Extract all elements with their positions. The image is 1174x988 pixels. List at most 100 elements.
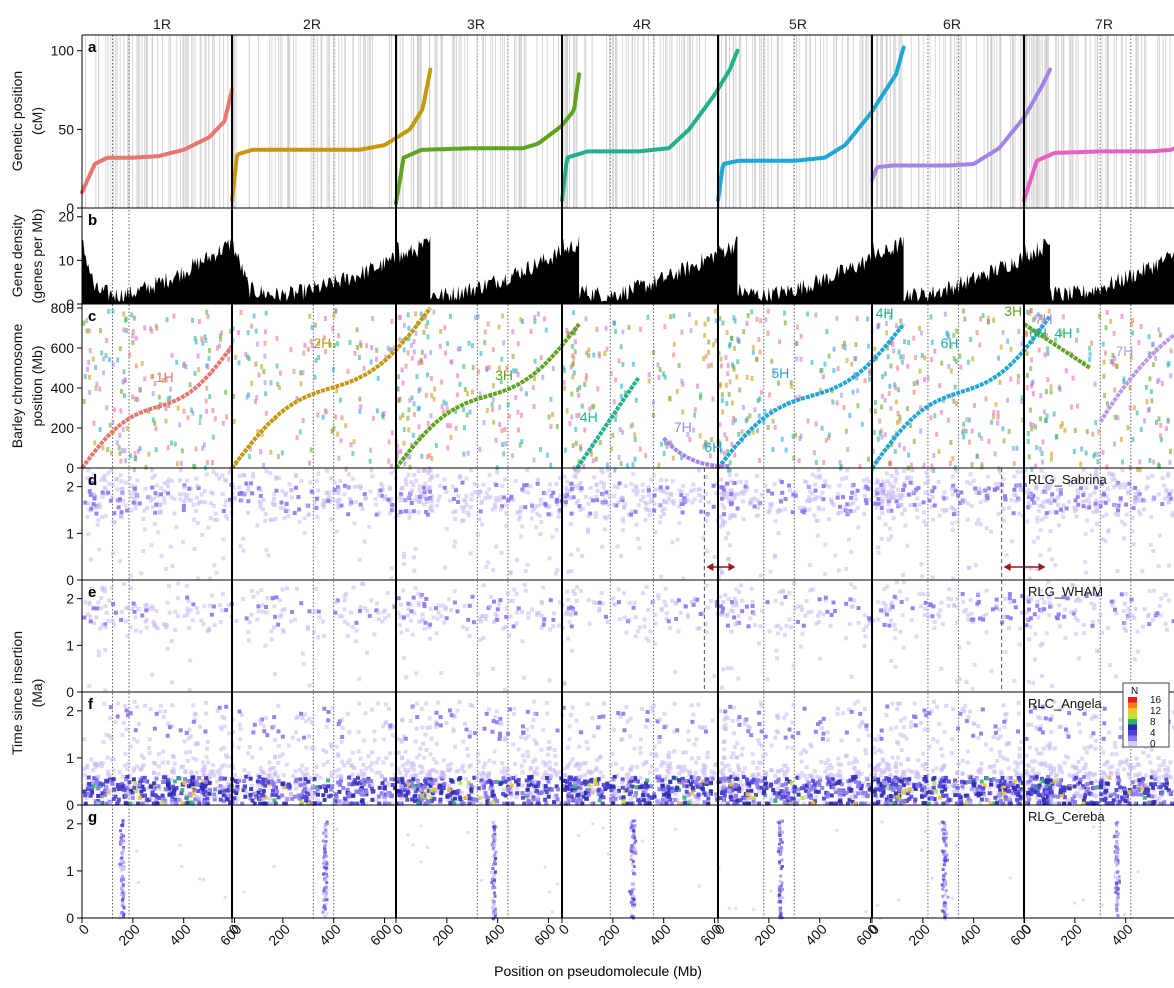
te-cell [1026,599,1031,604]
te-cell [931,604,936,609]
te-cell [435,473,440,478]
te-cell [966,565,971,570]
te-cell [183,769,188,774]
te-cell [893,664,898,669]
te-cell [684,492,689,497]
te-cell [1149,514,1154,519]
synteny-dot [365,343,369,349]
te-cell [576,486,581,491]
te-cell [411,509,416,514]
te-cell [147,746,152,751]
te-cell [105,755,110,760]
te-cell [489,594,494,599]
te-cell [300,715,305,720]
te-cell [1114,505,1119,510]
te-cell [624,630,629,635]
te-cell [258,766,263,771]
synteny-dot [478,391,482,397]
te-cell [333,610,338,615]
te-cell [554,482,559,487]
synteny-dot [1114,363,1118,369]
synteny-dot [479,351,483,357]
synteny-dot [832,367,836,373]
synteny-dot [570,414,574,420]
synteny-dot [358,396,362,402]
synteny-dot [116,357,120,363]
te-cell [469,492,474,497]
te-cell [910,468,915,473]
te-cell [156,784,161,789]
synteny-dot [713,308,717,314]
synteny-dot [1034,463,1038,469]
te-cell [727,516,732,521]
synteny-dot [605,462,609,468]
te-cell [732,480,737,485]
te-cell [1144,486,1149,491]
te-cell [995,486,1000,491]
te-cell [403,509,408,514]
te-cell [312,794,317,799]
te-cell [558,493,563,498]
te-cell [188,749,193,754]
te-cell [629,509,634,514]
te-cell [538,497,543,502]
synteny-dot [719,382,723,388]
te-cell [539,613,544,618]
synteny-dot [232,419,236,425]
synteny-dot [1143,418,1147,424]
te-cell [1007,592,1012,597]
te-cell [937,614,942,619]
synteny-dot [207,355,211,361]
te-cell [110,757,115,762]
te-cell [881,479,886,484]
te-cell [202,797,207,802]
te-cell [600,470,605,475]
te-cell [102,701,107,706]
te-cell [1171,619,1174,624]
te-cell [889,534,894,539]
synteny-dot [1149,389,1153,395]
te-cell [163,623,168,628]
te-cell [566,636,571,641]
te-cell [346,801,351,806]
te-cell [405,628,410,633]
te-cell [641,591,646,596]
te-cell [106,471,111,476]
synteny-dot [639,326,643,332]
te-cell [99,595,104,600]
te-cell [629,512,634,517]
te-cell [632,600,637,605]
synteny-dot [102,370,106,376]
te-cell [517,517,522,522]
synteny-dot [996,414,1000,420]
te-cell [215,708,220,713]
te-cell [820,490,825,495]
te-cell [226,780,231,785]
te-cell [538,502,543,507]
synteny-dot [204,398,208,404]
te-cell [721,521,726,526]
synteny-dot [518,442,522,448]
te-cell [641,495,646,500]
te-cell [1084,570,1089,575]
te-cell [158,510,163,515]
te-cell [291,773,296,778]
te-cell [736,613,741,618]
synteny-dot [1029,421,1033,427]
te-cell [765,600,770,605]
synteny-dot [850,361,854,367]
te-cell [293,769,298,774]
te-cell [757,502,762,507]
te-cell [899,503,904,508]
synteny-dot [330,428,334,434]
te-cell [524,483,529,488]
te-cell [719,685,724,690]
synteny-dot [182,362,186,368]
te-cell [160,799,165,804]
te-cell [105,785,110,790]
synteny-dot [131,394,135,400]
synteny-dot [996,420,1000,426]
te-cell [518,514,523,519]
te-cell [986,486,991,491]
te-cell [972,662,977,667]
